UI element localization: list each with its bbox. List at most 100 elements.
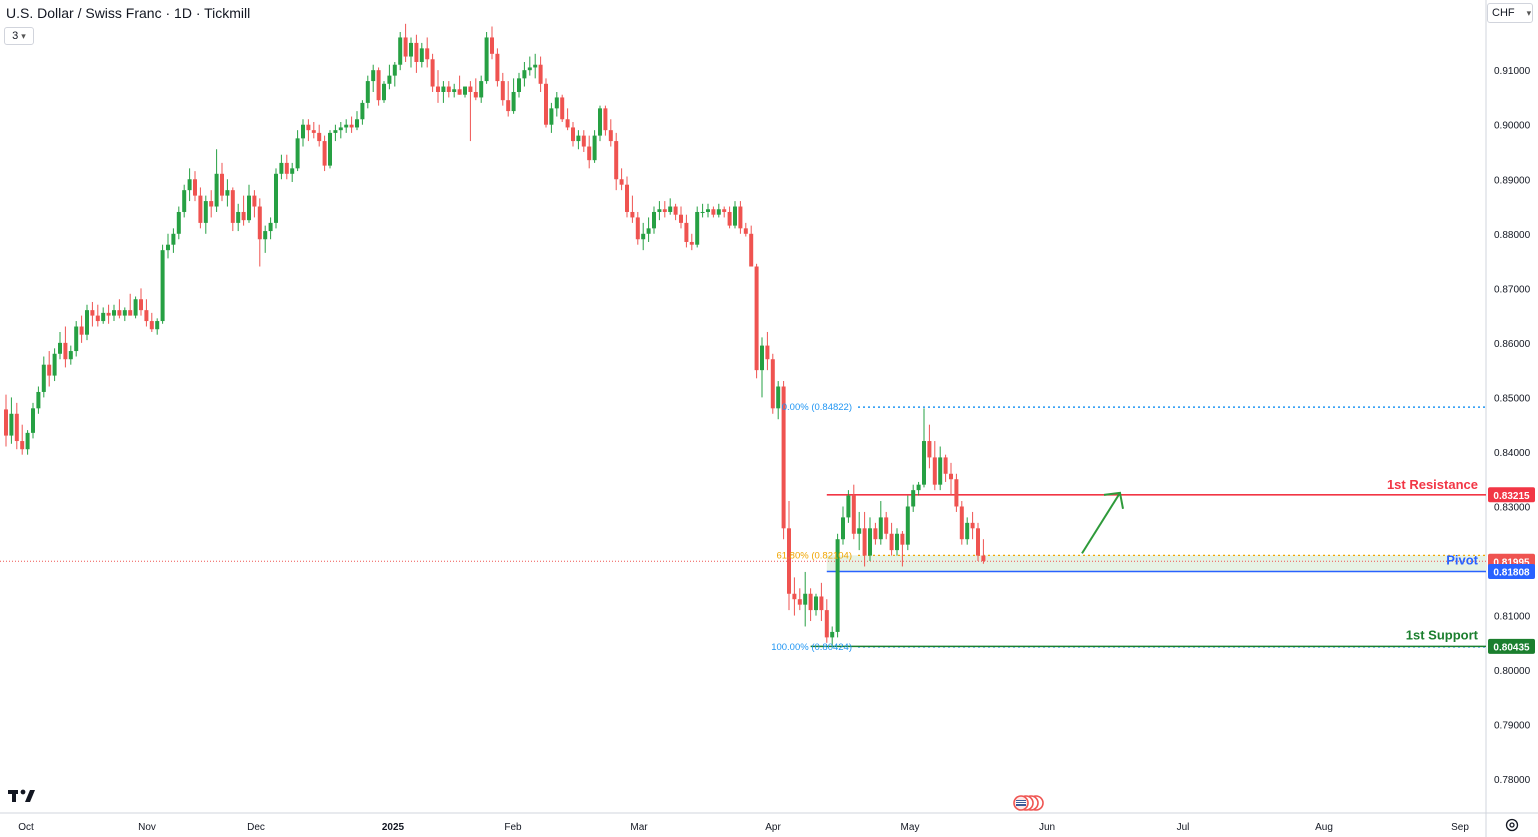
candle-body[interactable] [9, 414, 13, 436]
candle-body[interactable] [528, 67, 532, 70]
candle-body[interactable] [85, 310, 89, 335]
candle-body[interactable] [911, 490, 915, 506]
candle-body[interactable] [269, 223, 273, 231]
candle-body[interactable] [58, 343, 62, 354]
candle-body[interactable] [441, 87, 445, 92]
candle-body[interactable] [560, 97, 564, 119]
candle-body[interactable] [533, 65, 537, 68]
candle-body[interactable] [26, 433, 30, 449]
candle-body[interactable] [539, 65, 543, 84]
candle-body[interactable] [701, 212, 705, 213]
candle-body[interactable] [431, 59, 435, 86]
candle-body[interactable] [312, 130, 316, 133]
candle-body[interactable] [663, 209, 667, 212]
candle-body[interactable] [879, 517, 883, 539]
candle-body[interactable] [204, 201, 208, 223]
candle-body[interactable] [825, 610, 829, 637]
settings-icon[interactable] [1504, 817, 1520, 833]
candle-body[interactable] [668, 207, 672, 212]
candle-body[interactable] [949, 474, 953, 479]
price-axis[interactable]: 0.91000 0.90000 0.89000 0.88000 0.87000 0.860… [1488, 66, 1535, 786]
candle-body[interactable] [274, 174, 278, 223]
candle-body[interactable] [857, 528, 861, 533]
candle-body[interactable] [863, 528, 867, 555]
candle-body[interactable] [387, 76, 391, 84]
candle-body[interactable] [566, 119, 570, 127]
candle-body[interactable] [63, 343, 67, 359]
candle-body[interactable] [350, 125, 354, 128]
candle-body[interactable] [182, 190, 186, 212]
candle-body[interactable] [819, 596, 823, 610]
candle-body[interactable] [425, 48, 429, 59]
candle-body[interactable] [744, 228, 748, 233]
candle-body[interactable] [112, 310, 116, 315]
candle-body[interactable] [452, 89, 456, 92]
candle-body[interactable] [328, 133, 332, 166]
candle-body[interactable] [738, 207, 742, 229]
candle-body[interactable] [252, 196, 256, 207]
tradingview-logo-icon[interactable] [8, 788, 38, 804]
economic-events-icon[interactable] [1006, 794, 1054, 812]
candle-body[interactable] [971, 523, 975, 528]
candle-body[interactable] [846, 496, 850, 518]
candle-body[interactable] [285, 163, 289, 174]
time-axis[interactable]: Oct Nov Dec 2025 Feb Mar Apr May Jun Jul Aug Sep [18, 822, 1469, 833]
candle-body[interactable] [225, 190, 229, 195]
candle-body[interactable] [134, 299, 138, 315]
pivot-price-tag[interactable]: 0.81808 [1488, 564, 1535, 579]
candle-body[interactable] [625, 185, 629, 212]
candle-body[interactable] [96, 316, 100, 321]
candle-body[interactable] [965, 523, 969, 539]
candle-body[interactable] [333, 130, 337, 133]
candle-body[interactable] [576, 136, 580, 141]
candle-body[interactable] [549, 108, 553, 124]
candle-body[interactable] [80, 327, 84, 335]
candle-body[interactable] [74, 327, 78, 352]
candle-body[interactable] [944, 457, 948, 473]
candle-body[interactable] [512, 92, 516, 111]
symbol-title[interactable]: U.S. Dollar / Swiss Franc · 1D · Tickmil… [6, 5, 250, 21]
candle-body[interactable] [852, 496, 856, 534]
candle-body[interactable] [695, 212, 699, 245]
candle-body[interactable] [355, 119, 359, 127]
candle-body[interactable] [377, 70, 381, 100]
candle-body[interactable] [555, 97, 559, 108]
candle-body[interactable] [938, 457, 942, 484]
candle-body[interactable] [792, 594, 796, 599]
candle-body[interactable] [749, 234, 753, 267]
candle-body[interactable] [679, 215, 683, 223]
candle-body[interactable] [242, 212, 246, 220]
candle-body[interactable] [479, 81, 483, 97]
candle-body[interactable] [344, 125, 348, 128]
candle-body[interactable] [960, 506, 964, 539]
candle-body[interactable] [641, 234, 645, 239]
candle-body[interactable] [4, 409, 8, 435]
candle-body[interactable] [279, 163, 283, 174]
candle-body[interactable] [760, 346, 764, 371]
candle-body[interactable] [587, 147, 591, 161]
candle-body[interactable] [927, 441, 931, 457]
candle-body[interactable] [614, 141, 618, 179]
candle-body[interactable] [711, 209, 715, 214]
candle-body[interactable] [468, 87, 472, 92]
candle-body[interactable] [609, 130, 613, 141]
candle-body[interactable] [657, 209, 661, 212]
candle-body[interactable] [436, 87, 440, 92]
candle-body[interactable] [485, 37, 489, 81]
candle-body[interactable] [263, 231, 267, 239]
candle-body[interactable] [198, 196, 202, 223]
candle-body[interactable] [501, 81, 505, 100]
candle-body[interactable] [776, 387, 780, 409]
candle-body[interactable] [360, 103, 364, 119]
candle-body[interactable] [490, 37, 494, 53]
candle-body[interactable] [398, 37, 402, 64]
candle-body[interactable] [976, 528, 980, 555]
candle-body[interactable] [506, 100, 510, 111]
candle-body[interactable] [884, 517, 888, 533]
candle-body[interactable] [155, 321, 159, 329]
candle-body[interactable] [571, 127, 575, 141]
candle-body[interactable] [544, 84, 548, 125]
candle-body[interactable] [458, 89, 462, 94]
candle-body[interactable] [873, 528, 877, 539]
candle-body[interactable] [684, 223, 688, 242]
